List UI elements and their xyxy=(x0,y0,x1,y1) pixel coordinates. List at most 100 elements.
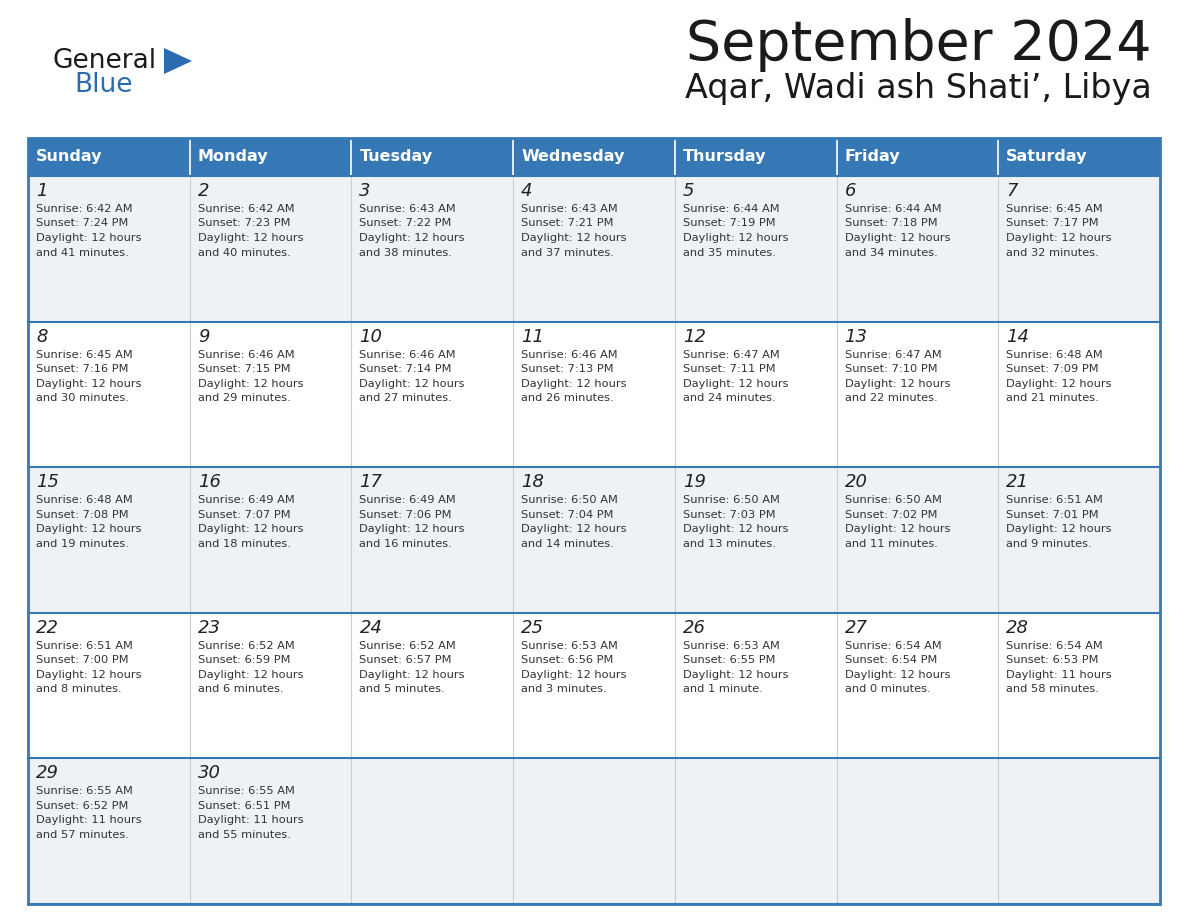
Text: Daylight: 12 hours: Daylight: 12 hours xyxy=(683,233,789,243)
Text: Saturday: Saturday xyxy=(1006,150,1088,164)
Text: Sunset: 7:13 PM: Sunset: 7:13 PM xyxy=(522,364,614,375)
Text: 13: 13 xyxy=(845,328,867,345)
Text: Sunrise: 6:47 AM: Sunrise: 6:47 AM xyxy=(683,350,779,360)
Text: and 21 minutes.: and 21 minutes. xyxy=(1006,393,1099,403)
Text: Daylight: 12 hours: Daylight: 12 hours xyxy=(845,670,950,680)
Text: Sunrise: 6:45 AM: Sunrise: 6:45 AM xyxy=(36,350,133,360)
Text: September 2024: September 2024 xyxy=(687,18,1152,72)
Text: Sunrise: 6:54 AM: Sunrise: 6:54 AM xyxy=(1006,641,1102,651)
Text: Daylight: 12 hours: Daylight: 12 hours xyxy=(360,670,465,680)
Text: Daylight: 12 hours: Daylight: 12 hours xyxy=(845,524,950,534)
Text: 14: 14 xyxy=(1006,328,1029,345)
Text: Sunset: 6:59 PM: Sunset: 6:59 PM xyxy=(197,655,290,666)
Text: Daylight: 11 hours: Daylight: 11 hours xyxy=(197,815,303,825)
Text: Sunrise: 6:51 AM: Sunrise: 6:51 AM xyxy=(36,641,133,651)
Text: Monday: Monday xyxy=(197,150,268,164)
Text: Daylight: 12 hours: Daylight: 12 hours xyxy=(36,524,141,534)
Text: Sunrise: 6:49 AM: Sunrise: 6:49 AM xyxy=(197,495,295,505)
Bar xyxy=(29,321,1159,467)
Text: 19: 19 xyxy=(683,473,706,491)
Text: Sunset: 7:09 PM: Sunset: 7:09 PM xyxy=(1006,364,1099,375)
Text: Sunset: 7:02 PM: Sunset: 7:02 PM xyxy=(845,509,937,520)
Text: 30: 30 xyxy=(197,765,221,782)
Text: Daylight: 12 hours: Daylight: 12 hours xyxy=(36,233,141,243)
Text: and 34 minutes.: and 34 minutes. xyxy=(845,248,937,258)
Text: Sunset: 7:01 PM: Sunset: 7:01 PM xyxy=(1006,509,1099,520)
Text: Sunrise: 6:46 AM: Sunrise: 6:46 AM xyxy=(360,350,456,360)
Text: Sunrise: 6:48 AM: Sunrise: 6:48 AM xyxy=(1006,350,1102,360)
Text: Daylight: 12 hours: Daylight: 12 hours xyxy=(360,233,465,243)
Text: and 22 minutes.: and 22 minutes. xyxy=(845,393,937,403)
Text: and 1 minute.: and 1 minute. xyxy=(683,684,763,694)
Text: 1: 1 xyxy=(36,182,48,200)
Bar xyxy=(29,138,190,176)
Text: Daylight: 12 hours: Daylight: 12 hours xyxy=(683,524,789,534)
Text: and 19 minutes.: and 19 minutes. xyxy=(36,539,128,549)
Text: 26: 26 xyxy=(683,619,706,637)
Text: and 32 minutes.: and 32 minutes. xyxy=(1006,248,1099,258)
Text: Sunrise: 6:53 AM: Sunrise: 6:53 AM xyxy=(683,641,779,651)
Text: Sunrise: 6:46 AM: Sunrise: 6:46 AM xyxy=(522,350,618,360)
Text: Daylight: 12 hours: Daylight: 12 hours xyxy=(1006,233,1112,243)
Text: and 57 minutes.: and 57 minutes. xyxy=(36,830,128,840)
Text: Wednesday: Wednesday xyxy=(522,150,625,164)
Text: 21: 21 xyxy=(1006,473,1029,491)
Text: Sunset: 7:18 PM: Sunset: 7:18 PM xyxy=(845,218,937,229)
Text: Daylight: 12 hours: Daylight: 12 hours xyxy=(36,378,141,388)
Text: 10: 10 xyxy=(360,328,383,345)
Text: Daylight: 12 hours: Daylight: 12 hours xyxy=(197,670,303,680)
Text: Sunset: 7:23 PM: Sunset: 7:23 PM xyxy=(197,218,290,229)
Text: and 14 minutes.: and 14 minutes. xyxy=(522,539,614,549)
Text: Sunrise: 6:42 AM: Sunrise: 6:42 AM xyxy=(197,204,295,214)
Text: 9: 9 xyxy=(197,328,209,345)
Text: Daylight: 11 hours: Daylight: 11 hours xyxy=(1006,670,1112,680)
Text: Sunset: 6:52 PM: Sunset: 6:52 PM xyxy=(36,800,128,811)
Text: and 30 minutes.: and 30 minutes. xyxy=(36,393,128,403)
Text: Daylight: 12 hours: Daylight: 12 hours xyxy=(36,670,141,680)
Text: Sunrise: 6:55 AM: Sunrise: 6:55 AM xyxy=(197,787,295,797)
Text: Sunset: 7:24 PM: Sunset: 7:24 PM xyxy=(36,218,128,229)
Text: Sunrise: 6:45 AM: Sunrise: 6:45 AM xyxy=(1006,204,1102,214)
Text: and 27 minutes.: and 27 minutes. xyxy=(360,393,453,403)
Text: and 35 minutes.: and 35 minutes. xyxy=(683,248,776,258)
Bar xyxy=(998,138,1159,176)
Text: Sunday: Sunday xyxy=(36,150,102,164)
Text: 24: 24 xyxy=(360,619,383,637)
Bar xyxy=(29,176,1159,321)
Text: 6: 6 xyxy=(845,182,857,200)
Text: Daylight: 12 hours: Daylight: 12 hours xyxy=(197,524,303,534)
Text: Sunrise: 6:54 AM: Sunrise: 6:54 AM xyxy=(845,641,941,651)
Text: Daylight: 12 hours: Daylight: 12 hours xyxy=(845,233,950,243)
Bar xyxy=(29,138,1159,904)
Text: Sunrise: 6:42 AM: Sunrise: 6:42 AM xyxy=(36,204,133,214)
Text: Sunset: 7:21 PM: Sunset: 7:21 PM xyxy=(522,218,614,229)
Text: and 8 minutes.: and 8 minutes. xyxy=(36,684,121,694)
Text: 15: 15 xyxy=(36,473,59,491)
Text: and 16 minutes.: and 16 minutes. xyxy=(360,539,453,549)
Text: Sunrise: 6:50 AM: Sunrise: 6:50 AM xyxy=(845,495,941,505)
Text: 2: 2 xyxy=(197,182,209,200)
Text: Sunset: 7:00 PM: Sunset: 7:00 PM xyxy=(36,655,128,666)
Text: Daylight: 12 hours: Daylight: 12 hours xyxy=(360,378,465,388)
Text: and 40 minutes.: and 40 minutes. xyxy=(197,248,290,258)
Text: Sunset: 7:08 PM: Sunset: 7:08 PM xyxy=(36,509,128,520)
Text: and 3 minutes.: and 3 minutes. xyxy=(522,684,607,694)
Text: Blue: Blue xyxy=(74,72,133,98)
Text: Sunrise: 6:49 AM: Sunrise: 6:49 AM xyxy=(360,495,456,505)
Text: and 41 minutes.: and 41 minutes. xyxy=(36,248,128,258)
Bar xyxy=(29,467,1159,613)
Text: 18: 18 xyxy=(522,473,544,491)
Text: Sunrise: 6:51 AM: Sunrise: 6:51 AM xyxy=(1006,495,1104,505)
Text: Sunset: 7:06 PM: Sunset: 7:06 PM xyxy=(360,509,451,520)
Text: Thursday: Thursday xyxy=(683,150,766,164)
Text: and 24 minutes.: and 24 minutes. xyxy=(683,393,776,403)
Text: Daylight: 12 hours: Daylight: 12 hours xyxy=(1006,378,1112,388)
Text: 12: 12 xyxy=(683,328,706,345)
Text: and 26 minutes.: and 26 minutes. xyxy=(522,393,614,403)
Text: Sunset: 7:16 PM: Sunset: 7:16 PM xyxy=(36,364,128,375)
Text: Sunrise: 6:50 AM: Sunrise: 6:50 AM xyxy=(522,495,618,505)
Text: Sunrise: 6:52 AM: Sunrise: 6:52 AM xyxy=(197,641,295,651)
Text: Sunrise: 6:53 AM: Sunrise: 6:53 AM xyxy=(522,641,618,651)
Text: Sunset: 7:17 PM: Sunset: 7:17 PM xyxy=(1006,218,1099,229)
Text: 16: 16 xyxy=(197,473,221,491)
